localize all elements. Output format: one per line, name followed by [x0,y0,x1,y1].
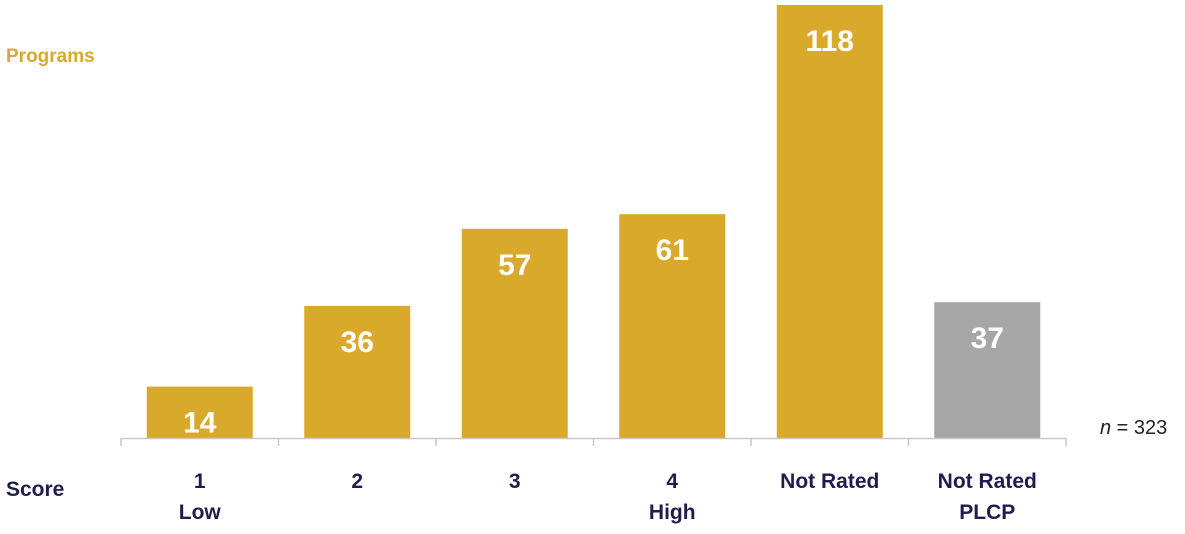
x-tick-label: High [649,501,696,524]
x-tick-label: Not Rated [938,470,1037,493]
sample-size-note: n = 323 [1100,417,1167,439]
bar [461,228,568,438]
x-tick-label: 2 [351,470,363,493]
x-tick-label: Low [179,501,222,524]
x-axis: 1 Low 2 3 4 High Not Rated Not Rated PLCP [120,437,1067,524]
bar-value-label: 36 [341,326,374,359]
bar-value-label: 57 [498,249,531,282]
bar [619,214,726,438]
bar-value-label: 14 [183,407,217,440]
bar-value-label: 37 [971,322,1004,355]
x-tick-label: 3 [509,470,521,493]
bar-value-label: 118 [806,25,854,58]
bar [934,302,1041,438]
sample-size-variable: n [1100,417,1111,439]
x-tick-label: PLCP [959,501,1015,524]
x-tick-label: 1 [194,470,206,493]
bar [304,305,411,438]
bar-value-label: 61 [656,234,689,267]
x-tick-label: 4 [666,470,678,493]
sample-size-value: = 323 [1111,417,1167,439]
bars: 14 36 57 61 118 37 [146,5,1041,440]
x-axis-label: Score [6,478,64,501]
y-axis-label: Programs [6,46,95,67]
x-tick-label: Not Rated [780,470,879,493]
bar [146,386,253,438]
bar [776,5,883,438]
